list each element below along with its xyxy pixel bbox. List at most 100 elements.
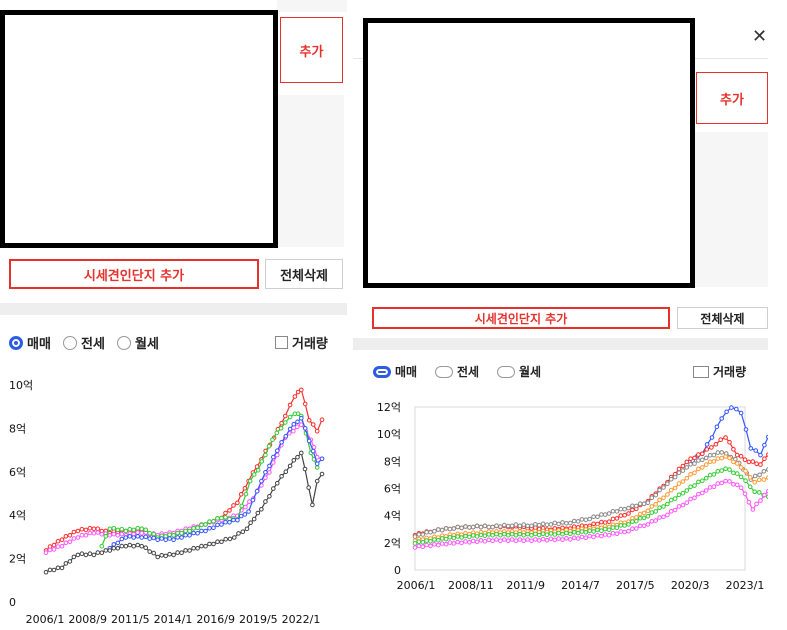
right-chart-data-point [478,538,484,543]
right-chart-x-tick-label: 2017/5 [616,579,655,592]
right-chart-data-point [599,528,604,533]
right-radio-monthly[interactable]: 월세 [497,363,541,380]
left-chart-data-point [287,402,293,408]
right-radio-sale[interactable]: 매매 [373,363,417,380]
left-radio-monthly[interactable]: 월세 [117,333,159,352]
left-chart-data-point [131,543,136,549]
left-chart-data-point [271,486,276,491]
left-clear-all-button[interactable]: 전체삭제 [265,259,343,289]
left-chart-data-point [251,516,257,522]
left-chart-data-point [87,525,93,531]
left-volume-checkbox-label: 거래량 [292,337,328,352]
left-volume-checkbox[interactable]: 거래량 [275,333,328,352]
right-chart-data-point [738,453,744,459]
right-chart-data-point [513,538,519,543]
right-chart-data-point [622,512,627,518]
right-chart-data-point [703,475,709,481]
right-chart-data-point [560,525,565,531]
left-chart-data-point [319,471,325,477]
right-chart-data-point [761,469,767,474]
right-chart-data-point [641,523,647,529]
right-chart-data-point [649,519,655,524]
left-chart-data-point [55,538,61,544]
right-chart-data-point [747,475,753,480]
left-chart-data-point [259,478,264,484]
right-chart-data-point [661,495,666,501]
left-chart-data-point [306,438,312,444]
left-radio-sale[interactable]: 매매 [9,333,51,352]
right-chart-x-tick-label: 2023/1 [726,579,765,592]
right-chart-data-point [738,485,744,490]
right-chart-data-point [494,523,499,528]
left-chart-data-point [127,526,133,532]
left-chart-data-point [119,543,125,549]
left-chart-series-line [45,388,323,551]
right-chart-data-point [571,530,577,535]
right-chart-data-point [692,495,697,501]
right-radio-jeonse[interactable]: 전세 [435,363,479,380]
right-chart-data-point [641,515,647,521]
left-chart-data-point [299,422,304,428]
right-chart-data-point [688,484,693,490]
left-chart-data-point [123,528,129,534]
left-radio-jeonse[interactable]: 전세 [63,333,105,352]
left-divider [0,303,347,315]
left-chart-data-point [135,542,140,548]
left-chart-data-point [47,567,53,573]
left-chart-data-point [291,458,297,463]
right-chart-data-point [517,531,523,537]
right-chart-data-point [707,459,713,465]
left-chart-data-point [79,526,85,532]
right-chart-data-point [645,500,651,505]
left-chart-data-point [159,536,164,541]
left-chart-data-point [139,530,144,536]
right-chart-data-point [753,448,759,453]
right-add-button[interactable]: 추가 [696,72,768,124]
right-chart-data-point [661,514,666,520]
left-chart-data-point [195,546,200,551]
left-chart-data-point [251,472,257,477]
right-chart-data-point [579,534,585,540]
left-chart-data-point [123,543,129,549]
left-chart-data-point [71,529,77,535]
right-clear-all-button[interactable]: 전체삭제 [677,307,768,329]
left-panel-top-strip [277,0,347,12]
left-chart-data-point [319,456,325,462]
right-chart-data-point [579,529,585,534]
right-add-complex-button[interactable]: 시세견인단지 추가 [372,307,670,329]
left-chart-x-tick-label: 2008/9 [68,613,107,626]
right-chart-data-point [494,531,499,537]
right-chart-data-point [766,452,768,457]
left-chart-data-point [310,422,316,427]
right-chart-data-point [412,534,418,539]
right-chart-data-point [719,480,725,486]
left-chart-data-point [179,530,184,536]
right-chart-data-point [637,516,643,521]
left-chart-data-point [75,552,81,558]
right-chart-data-point [521,533,526,538]
right-chart-data-point [416,532,422,537]
right-chart-data-point [533,537,538,542]
right-chart-data-point [715,456,721,461]
right-chart-data-point [676,492,682,497]
right-chart-data-point [734,452,740,458]
left-add-button[interactable]: 추가 [280,17,343,83]
left-chart-data-point [135,534,140,539]
left-chart-data-point [287,426,293,432]
right-chart-data-point [552,532,558,537]
right-chart-data-point [672,474,678,480]
right-chart-data-point [614,516,620,521]
right-chart-data-point [498,538,503,543]
left-add-complex-button[interactable]: 시세견인단지 추가 [9,259,259,289]
right-chart-data-point [715,469,721,474]
right-chart-plot-frame [414,406,746,571]
left-chart-data-point [211,541,216,547]
left-chart-data-point [248,520,253,525]
right-chart-data-point [752,473,758,479]
right-close-icon[interactable]: ✕ [752,26,768,47]
right-chart-data-point [713,442,719,447]
left-chart-data-point [271,454,276,460]
right-volume-checkbox[interactable]: 거래량 [693,363,746,380]
right-chart-data-point [443,526,449,531]
left-chart-data-point [151,535,156,541]
